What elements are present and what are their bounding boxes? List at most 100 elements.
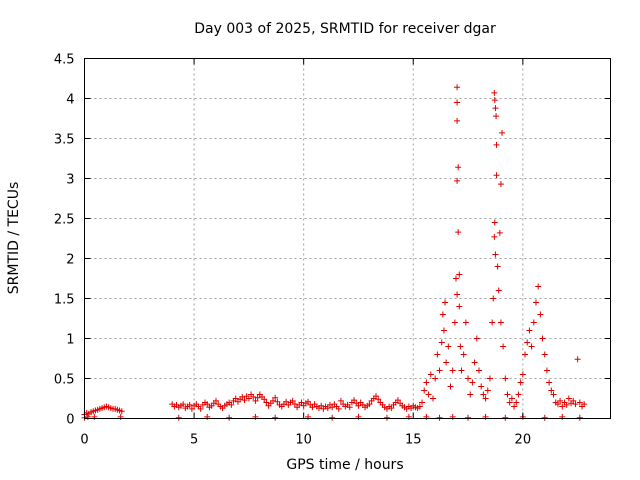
data-point (416, 403, 423, 410)
data-point (250, 393, 257, 400)
data-point (456, 303, 463, 310)
data-point (476, 367, 482, 374)
x-tick-label: 5 (190, 433, 198, 448)
data-point (508, 395, 515, 402)
data-point (576, 399, 583, 406)
data-point (213, 397, 219, 404)
data-point (502, 414, 509, 421)
axis-ticks (84, 58, 611, 419)
data-point (511, 403, 518, 410)
data-point (559, 403, 566, 410)
data-point (452, 275, 459, 282)
data-point (436, 367, 443, 374)
y-tick-label: 2 (66, 253, 74, 268)
data-point (494, 263, 501, 270)
data-point (252, 397, 259, 404)
y-tick-label: 1.5 (54, 293, 75, 308)
data-point (454, 99, 461, 106)
data-point (355, 402, 362, 409)
data-point (486, 375, 493, 382)
data-point (496, 229, 503, 236)
data-point (443, 359, 450, 366)
data-point (423, 379, 430, 386)
data-point (180, 401, 187, 408)
data-point (563, 401, 570, 408)
data-point (351, 397, 358, 404)
data-point (499, 129, 506, 136)
y-tick-label: 0.5 (54, 373, 75, 388)
data-point (554, 401, 561, 408)
y-tick-label: 2.5 (54, 213, 75, 228)
data-point (493, 172, 500, 179)
data-point (419, 399, 426, 406)
data-point (263, 399, 270, 406)
data-point (239, 393, 246, 400)
data-point (440, 327, 447, 334)
data-point (438, 339, 445, 346)
data-point (557, 397, 564, 404)
data-point (439, 311, 446, 318)
y-tick-labels: 0 0.5 1 1.5 2 2.5 3 3.5 4 4.5 (54, 53, 75, 428)
data-point (188, 405, 195, 412)
data-point (226, 414, 233, 421)
grid-lines (84, 58, 611, 419)
data-point (504, 391, 511, 398)
data-point (451, 319, 458, 326)
data-point (491, 233, 498, 240)
data-point (465, 414, 472, 421)
data-point (539, 335, 546, 342)
data-point (491, 97, 498, 104)
data-point (447, 383, 454, 390)
data-point (546, 379, 553, 386)
data-point (324, 405, 331, 412)
data-point (175, 414, 182, 421)
data-point (493, 113, 500, 120)
data-point (455, 164, 462, 171)
data-point (532, 299, 539, 306)
data-point (455, 229, 462, 236)
data-point (454, 117, 461, 124)
data-point (473, 335, 480, 342)
data-point (458, 367, 465, 374)
data-point (471, 359, 478, 366)
data-point (232, 395, 239, 402)
data-point (337, 397, 344, 404)
y-tick-label: 3.5 (54, 133, 75, 148)
data-point (467, 391, 474, 398)
data-point (506, 399, 513, 406)
data-point (394, 397, 401, 404)
data-point (469, 379, 476, 386)
data-point (372, 393, 379, 400)
data-point (366, 401, 373, 408)
x-tick-labels: 0 5 10 15 20 (80, 433, 531, 448)
y-tick-label: 0 (66, 413, 74, 428)
data-point (436, 414, 443, 421)
x-tick-label: 20 (515, 433, 532, 448)
data-point (537, 311, 544, 318)
data-point (432, 375, 439, 382)
data-point (305, 398, 312, 405)
data-point (272, 394, 279, 401)
data-point (425, 391, 432, 398)
y-tick-label: 1 (66, 333, 74, 348)
data-point (449, 367, 456, 374)
data-point (478, 383, 485, 390)
data-point (272, 414, 279, 421)
data-point (245, 395, 252, 402)
data-point (576, 414, 583, 421)
data-point (541, 351, 548, 358)
x-axis-label: GPS time / hours (286, 457, 403, 473)
x-tick-label: 10 (295, 433, 312, 448)
data-point (434, 351, 441, 358)
data-points (81, 84, 588, 421)
data-point (519, 371, 526, 378)
data-point (513, 399, 520, 406)
data-point (565, 395, 572, 402)
data-point (454, 177, 461, 184)
data-point (228, 401, 235, 408)
data-point (497, 319, 504, 326)
data-point (489, 319, 496, 326)
data-point (269, 397, 276, 404)
data-point (548, 387, 555, 394)
data-point (454, 291, 461, 298)
